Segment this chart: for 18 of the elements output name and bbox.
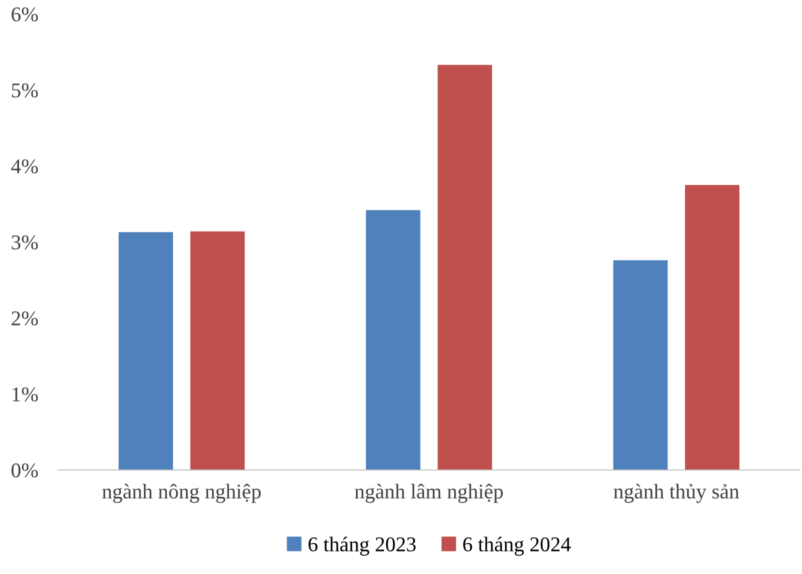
y-tick-label: 3% — [12, 235, 38, 250]
bar — [118, 232, 174, 470]
y-tick-label: 0% — [12, 463, 38, 478]
y-tick-label: 6% — [12, 7, 38, 22]
bar — [190, 231, 245, 470]
y-tick-label: 4% — [11, 159, 38, 174]
y-tick-label: 1% — [12, 387, 38, 402]
bar — [684, 185, 740, 470]
legend-label: 6 tháng 2024 — [463, 536, 571, 556]
y-tick-label: 5% — [12, 83, 38, 98]
bar — [438, 64, 492, 470]
x-tick-label: ngành lâm nghiệp — [354, 484, 503, 503]
legend-label: 6 tháng 2023 — [308, 536, 416, 556]
bar — [613, 260, 668, 470]
x-tick-label: ngành nông nghiệp — [102, 484, 261, 503]
bar — [366, 210, 420, 470]
y-tick-label: 2% — [12, 311, 38, 326]
x-tick-label: ngành thủy sản — [614, 484, 740, 503]
